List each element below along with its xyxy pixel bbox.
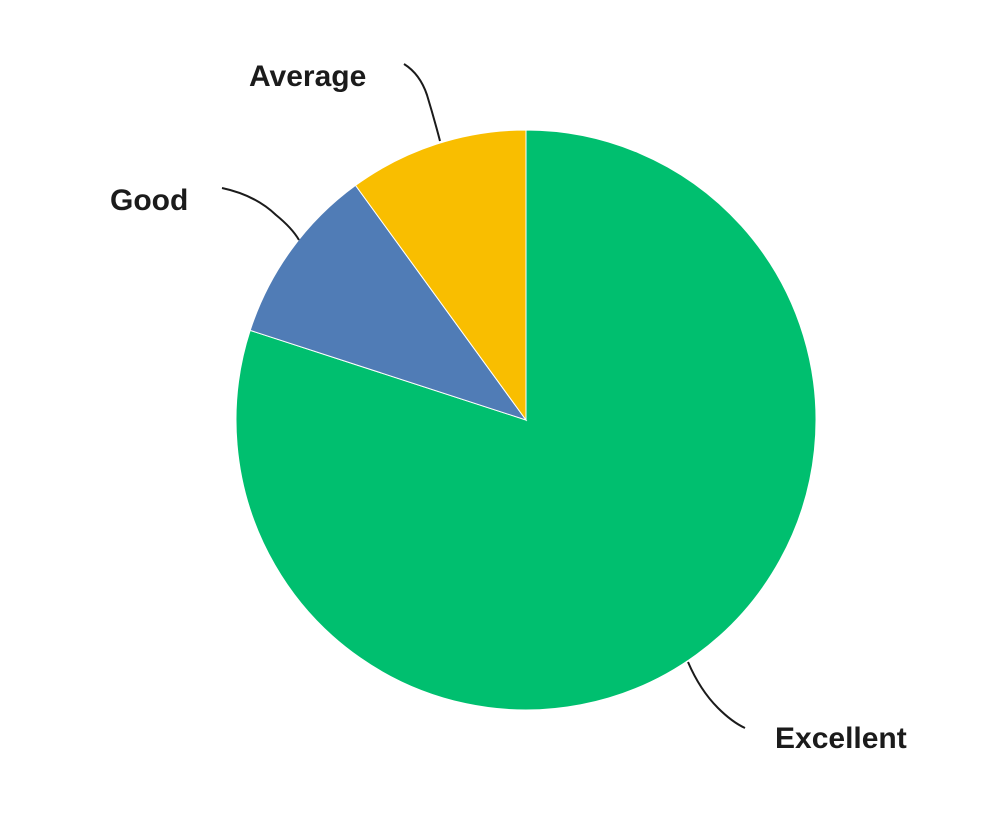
leader-line-good [221,187,300,241]
leader-line-average [403,63,441,142]
slice-labels: Excellent Good Average [110,60,907,755]
slice-label-average: Average [249,60,366,93]
slice-label-excellent: Excellent [775,722,907,755]
pie-slice-good [249,184,528,421]
pie-slice-average [354,129,527,422]
pie-slices [235,129,817,711]
leader-lines [221,63,746,729]
slice-label-good: Good [110,184,188,217]
leader-line-excellent [687,661,746,729]
